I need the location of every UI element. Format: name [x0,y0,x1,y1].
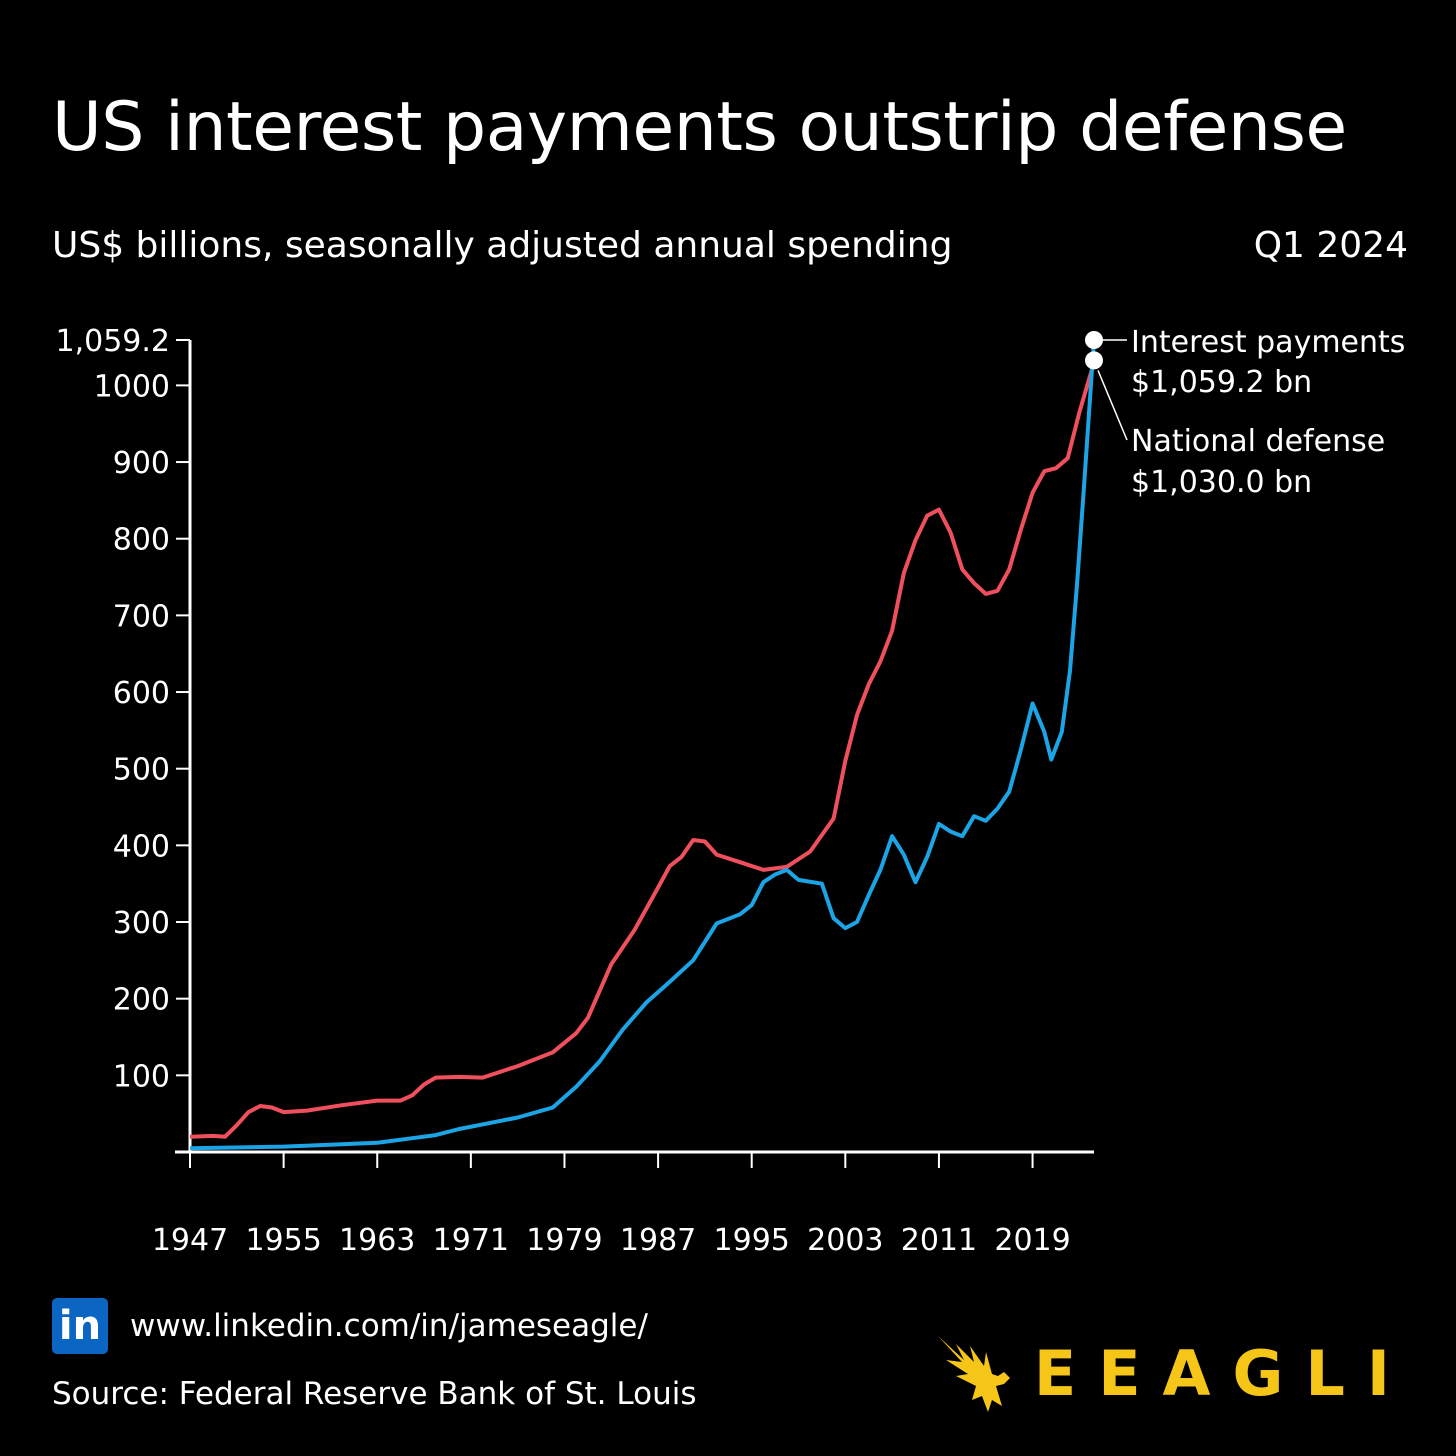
eagle-icon [937,1336,1010,1412]
callout-interest-label: Interest payments [1131,325,1405,360]
x-tick-label: 1971 [433,1223,509,1258]
y-tick-label: 800 [113,523,170,558]
x-tick-label: 1987 [620,1223,696,1258]
chart-title: US interest payments outstrip defense [52,88,1347,167]
x-tick-label: 1947 [152,1223,228,1258]
x-tick-label: 2019 [994,1223,1070,1258]
y-tick-label: 100 [113,1059,170,1094]
callout-defense-label: National defense [1131,424,1385,459]
callout-defense-value: $1,030.0 bn [1131,465,1312,500]
y-tick-label: 700 [113,599,170,634]
linkedin-icon: in [52,1298,108,1354]
period-label: Q1 2024 [1253,225,1408,266]
end-dot-national-defense [1085,351,1103,370]
line-chart: 100 200 300 400 500 600 700 800 900 1000 1,059.2 1… [55,324,1405,1258]
chart-subtitle: US$ billions, seasonally adjusted annual… [52,225,953,266]
callout-interest-value: $1,059.2 bn [1131,365,1312,400]
end-dot-interest-payments [1085,331,1103,349]
brand-logo: EEAGLI [934,1330,1412,1416]
series-line-interest-payments [189,339,1096,1151]
series-line-national-defense [189,361,1096,1139]
y-axis-ticks: 100 200 300 400 500 600 700 800 900 1000 1,059.2 [55,324,190,1094]
x-tick-label: 2011 [901,1223,977,1258]
y-tick-label: 900 [113,446,170,481]
brand-name: EEAGLI [1033,1336,1412,1410]
y-tick-label: 500 [113,753,170,788]
y-tick-label: 400 [113,829,170,864]
y-tick-label-max: 1,059.2 [55,324,170,359]
y-tick-label: 600 [113,676,170,711]
x-tick-label: 1955 [245,1223,321,1258]
x-tick-label: 1995 [714,1223,790,1258]
x-axis-ticks: 1947 1955 1963 1971 1979 1987 1995 2003 2011 2019 [152,1152,1071,1258]
x-tick-label: 1979 [526,1223,602,1258]
leader-line-defense [1097,370,1128,441]
y-tick-label: 200 [113,983,170,1018]
source-note: Source: Federal Reserve Bank of St. Loui… [52,1376,697,1412]
y-tick-label: 300 [113,906,170,941]
linkedin-link[interactable]: in www.linkedin.com/in/jameseagle/ [52,1298,648,1354]
x-tick-label: 1963 [339,1223,415,1258]
end-callouts: Interest payments $1,059.2 bn National d… [1085,325,1405,500]
x-tick-label: 2003 [807,1223,883,1258]
linkedin-url[interactable]: www.linkedin.com/in/jameseagle/ [130,1308,648,1344]
y-tick-label: 1000 [94,369,170,404]
